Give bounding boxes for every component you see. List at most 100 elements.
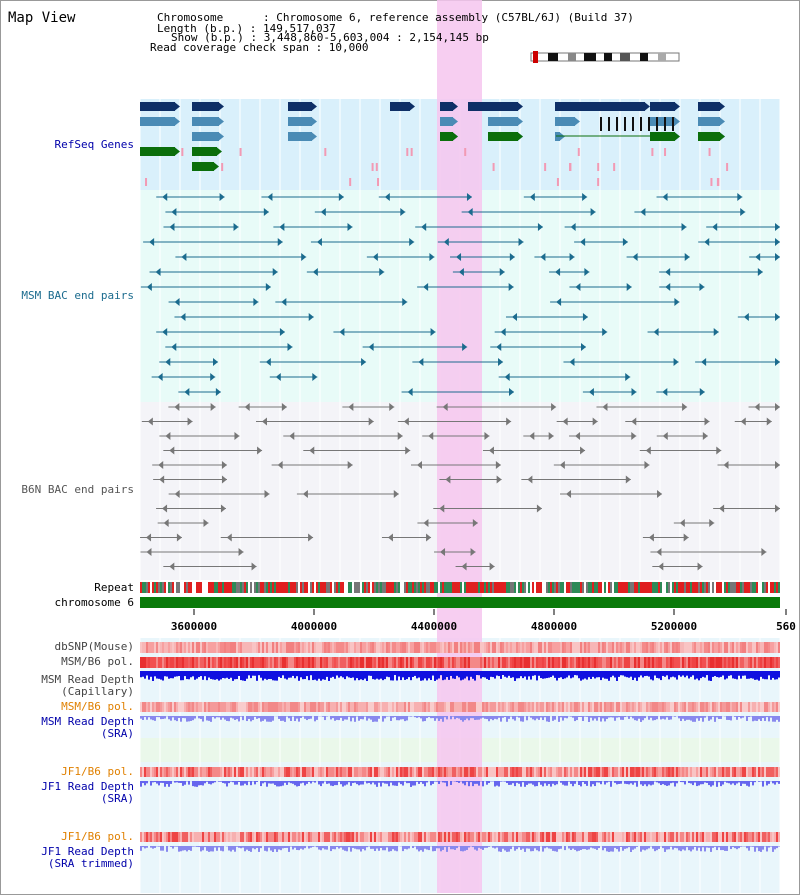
msm-bac-end-right — [498, 358, 504, 366]
jf1-b6-polymorphism-cell-2 — [472, 832, 474, 842]
jf1-b6-polymorphism-cell-2 — [494, 832, 496, 842]
jf1-sra-depth-bar — [772, 781, 774, 784]
b6n-bac-end-left — [645, 446, 651, 455]
jf1-b6-polymorphism-cell — [288, 767, 290, 777]
track-label-msm-bac[interactable]: MSM BAC end pairs — [21, 289, 134, 302]
msm-b6-polymorphism-cell-2 — [344, 702, 346, 712]
msm-capillary-depth-bar — [754, 671, 756, 680]
dbsnp-density-cell — [710, 642, 712, 653]
ideogram-band — [548, 53, 558, 61]
msm-b6-polymorphism-cell-2 — [630, 702, 632, 712]
track-label-refseq[interactable]: RefSeq Genes — [54, 138, 134, 151]
msm-b6-polymorphism-cell-2 — [498, 702, 500, 712]
msm-b6-polymorphism-cell-2 — [330, 702, 332, 712]
jf1-b6-polymorphism-cell-2 — [772, 832, 774, 842]
msm-b6-polymorphism-cell — [438, 657, 440, 668]
msm-b6-polymorphism-cell-2 — [428, 702, 430, 712]
repeat-element — [178, 582, 180, 593]
dbsnp-density-cell — [198, 642, 200, 653]
msm-b6-polymorphism-cell — [508, 657, 510, 668]
jf1-b6-polymorphism-cell-2 — [254, 832, 256, 842]
msm-capillary-depth-bar — [470, 671, 472, 677]
jf1-b6-polymorphism-cell-2 — [480, 832, 482, 842]
dbsnp-density-cell — [540, 642, 542, 653]
jf1-b6-polymorphism-cell-2 — [444, 832, 446, 842]
jf1-sra-trimmed-depth-bar — [534, 846, 536, 849]
jf1-sra-depth-bar — [568, 781, 570, 782]
repeat-element — [668, 582, 670, 593]
msm-capillary-depth-bar — [366, 671, 368, 681]
jf1-b6-polymorphism-cell — [264, 767, 266, 777]
jf1-b6-polymorphism-cell-2 — [334, 832, 336, 842]
jf1-b6-polymorphism-cell-2 — [390, 832, 392, 842]
msm-capillary-depth-bar — [464, 671, 466, 679]
msm-bac-end-left — [701, 358, 707, 366]
repeat-element — [560, 582, 562, 593]
jf1-b6-polymorphism-cell-2 — [748, 832, 750, 842]
jf1-b6-polymorphism-cell-2 — [476, 832, 478, 842]
jf1-b6-polymorphism-cell-2 — [448, 832, 450, 842]
dbsnp-density-cell — [290, 642, 292, 653]
jf1-sra-trimmed-depth-bar — [270, 846, 272, 851]
refseq-gene — [555, 117, 575, 126]
refseq-gene — [288, 132, 300, 141]
jf1-sra-trimmed-depth-bar — [268, 846, 270, 848]
jf1-b6-polymorphism-cell — [160, 767, 162, 777]
repeat-element — [356, 582, 358, 593]
repeat-element — [224, 582, 226, 593]
msm-b6-polymorphism-cell — [708, 657, 710, 668]
msm-b6-polymorphism-cell-2 — [562, 702, 564, 712]
msm-capillary-depth-bar — [344, 671, 346, 680]
msm-bac-end-right — [287, 343, 293, 351]
repeat-element — [558, 582, 560, 593]
jf1-b6-polymorphism-cell-2 — [378, 832, 380, 842]
jf1-sra-depth-bar — [740, 781, 742, 786]
msm-b6-polymorphism-cell-2 — [366, 702, 368, 712]
msm-b6-polymorphism-cell — [558, 657, 560, 668]
repeat-element — [680, 582, 682, 593]
repeat-element — [422, 582, 424, 593]
msm-b6-polymorphism-cell-2 — [552, 702, 554, 712]
msm-b6-polymorphism-cell — [538, 657, 540, 668]
jf1-sra-depth-bar — [140, 781, 142, 787]
msm-bac-end-right — [210, 373, 216, 381]
dbsnp-density-cell — [674, 642, 676, 653]
msm-capillary-depth-bar — [358, 671, 360, 681]
msm-capillary-depth-bar — [292, 671, 294, 676]
repeat-element — [176, 582, 178, 593]
msm-b6-polymorphism-cell — [776, 657, 778, 668]
dbsnp-density-cell — [670, 642, 672, 653]
jf1-sra-trimmed-depth-bar — [592, 846, 594, 849]
msm-b6-polymorphism-cell — [382, 657, 384, 668]
b6n-bac-end-left — [423, 519, 429, 527]
jf1-b6-polymorphism-cell-2 — [638, 832, 640, 842]
jf1-b6-polymorphism-cell-2 — [636, 832, 638, 842]
gene-strand-arrow — [175, 147, 180, 156]
msm-b6-polymorphism-cell-2 — [404, 702, 406, 712]
repeat-element — [322, 582, 324, 593]
jf1-sra-trimmed-depth-bar — [322, 846, 324, 849]
msm-b6-polymorphism-cell — [452, 657, 454, 668]
jf1-b6-polymorphism-cell-2 — [530, 832, 532, 842]
msm-bac-end-right — [775, 358, 780, 366]
msm-capillary-depth-bar — [480, 671, 482, 679]
jf1-b6-polymorphism-cell — [604, 767, 606, 777]
jf1-sra-trimmed-depth-bar — [304, 846, 306, 849]
jf1-sra-trimmed-depth-bar — [512, 846, 514, 847]
jf1-sra-trimmed-depth-bar — [684, 846, 686, 851]
jf1-sra-depth-bar — [500, 781, 502, 782]
msm-b6-polymorphism-cell — [182, 657, 184, 668]
msm-b6-polymorphism-cell — [728, 657, 730, 668]
axis-tick-label: 3600000 — [171, 620, 217, 633]
msm-b6-polymorphism-cell-2 — [214, 702, 216, 712]
msm-capillary-depth-bar — [500, 671, 502, 679]
track-label-b6n-bac[interactable]: B6N BAC end pairs — [21, 483, 134, 496]
msm-capillary-depth-bar — [422, 671, 424, 681]
msm-b6-polymorphism-cell-2 — [770, 702, 772, 712]
dbsnp-density-cell — [384, 642, 386, 653]
msm-b6-polymorphism-cell — [724, 657, 726, 668]
msm-capillary-depth-bar — [726, 671, 728, 679]
msm-capillary-depth-bar — [260, 671, 262, 678]
jf1-sra-trimmed-depth-bar — [290, 846, 292, 847]
